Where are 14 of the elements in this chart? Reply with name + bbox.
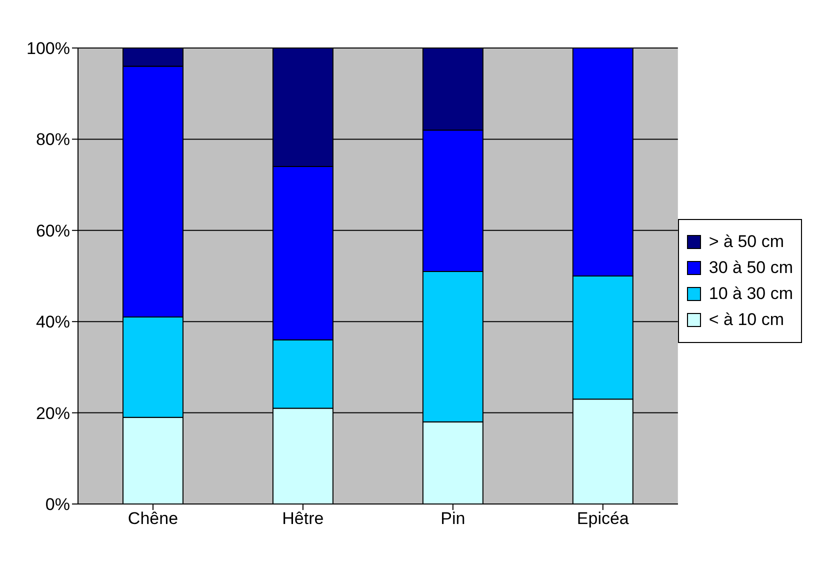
y-tick-label: 40% [36, 312, 70, 332]
legend-label: < à 10 cm [708, 310, 784, 330]
x-tick-label: Chêne [128, 509, 178, 528]
y-tick-label: 20% [36, 404, 70, 423]
y-tick-label: 0% [45, 495, 70, 514]
y-tick-label: 60% [36, 221, 70, 240]
y-tick-label: 100% [26, 39, 70, 58]
x-tick-label: Hêtre [282, 509, 324, 528]
legend-label: 30 à 50 cm [708, 258, 793, 278]
x-tick-label: Pin [440, 509, 466, 528]
legend-label: 10 à 30 cm [708, 284, 793, 304]
y-tick-label: 80% [36, 130, 70, 150]
legend-label: > à 50 cm [708, 232, 784, 252]
x-tick-label: Epicéa [576, 509, 630, 528]
